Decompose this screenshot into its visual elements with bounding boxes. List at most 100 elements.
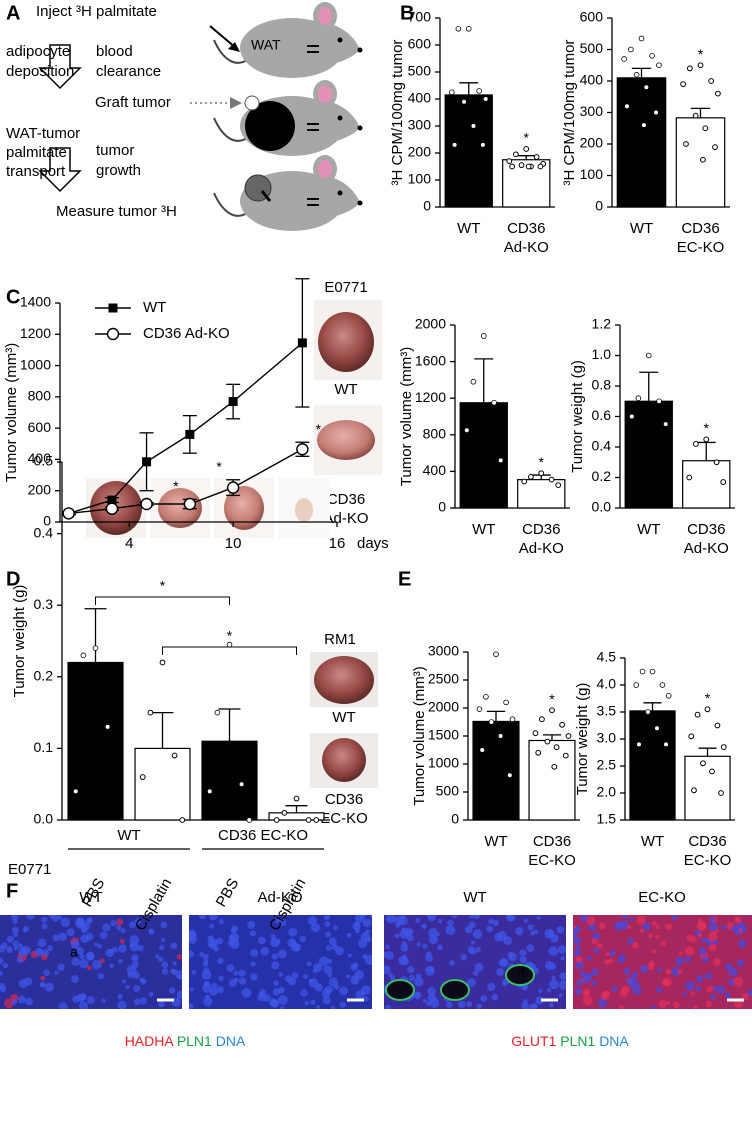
cell: [158, 1000, 165, 1008]
cell: [39, 981, 46, 988]
bar: [444, 94, 493, 208]
cell: [10, 993, 19, 1002]
cell: [172, 961, 177, 966]
cell: [148, 991, 154, 997]
cell: [92, 959, 102, 970]
cell: [70, 939, 80, 949]
cell: [548, 979, 559, 990]
cell: [47, 945, 54, 952]
cell: [427, 986, 436, 996]
cell: [414, 976, 424, 987]
cell: [428, 966, 435, 973]
y-tick-label: 0: [423, 198, 431, 214]
cell: [682, 991, 687, 996]
cell: [299, 935, 307, 943]
cell: [250, 973, 258, 981]
cell: [233, 970, 239, 976]
cell: [272, 988, 281, 996]
data-point: [694, 711, 701, 718]
cell: [133, 985, 141, 993]
data-point: [718, 790, 724, 796]
data-point: [709, 768, 715, 775]
cell: [415, 917, 421, 923]
cell: [300, 989, 308, 997]
cell: [170, 968, 176, 974]
y-axis-label: ³H CPM/100mg tumor: [561, 40, 578, 186]
cell: [347, 953, 353, 958]
cell: [12, 918, 18, 924]
cell: [558, 945, 566, 954]
panel-label: C: [6, 286, 20, 308]
cell: [339, 986, 349, 996]
data-point: [656, 62, 662, 69]
cell: [472, 929, 483, 939]
cell: [339, 1001, 346, 1008]
data-point: [551, 763, 558, 770]
cell: [78, 1001, 89, 1009]
cell: [14, 945, 19, 951]
y-tick-label: 0.2: [592, 468, 612, 484]
cell: [291, 972, 299, 979]
cell: [536, 915, 541, 921]
legend-label: WT: [143, 299, 166, 316]
cell: [12, 940, 20, 947]
adipocyte: [385, 979, 415, 1001]
cell: [623, 967, 631, 975]
cell: [118, 944, 127, 953]
cell: [333, 925, 338, 930]
cell: [134, 918, 141, 925]
data-point: [506, 772, 513, 778]
cell: [58, 1002, 68, 1009]
data-point: [686, 474, 693, 481]
cell: [605, 951, 610, 956]
panel-label: A: [6, 2, 20, 24]
data-point: [206, 788, 213, 795]
mouse: [213, 80, 363, 156]
cell: [416, 942, 421, 947]
bar: [629, 710, 676, 821]
cell: [162, 968, 169, 975]
data-point: [147, 709, 154, 716]
data-point: [512, 151, 519, 158]
data-point: [226, 481, 240, 494]
cell: [44, 982, 54, 992]
cell: [189, 987, 194, 992]
text-line: EC-KO: [320, 810, 368, 827]
diagram-text: adipocyte: [6, 43, 70, 60]
cell: [497, 931, 508, 941]
cell: [697, 932, 702, 938]
cell: [229, 939, 240, 950]
cell: [616, 920, 624, 928]
cell: [199, 952, 204, 957]
cell: [584, 991, 589, 996]
cell: [415, 973, 422, 979]
data-point: [680, 81, 686, 88]
text-line: Ad-KO: [504, 239, 549, 256]
cell: [445, 925, 456, 936]
cell: [468, 921, 476, 929]
data-point: [700, 760, 706, 767]
cell: [52, 934, 60, 942]
text-line: CD36: [688, 833, 726, 850]
data-point: [297, 338, 307, 348]
bar: [616, 77, 667, 208]
cell: [23, 925, 30, 932]
cell: [631, 971, 638, 979]
cell: [203, 959, 209, 964]
data-point: [663, 741, 669, 748]
cell: [129, 942, 135, 948]
stain: DNA: [599, 1033, 629, 1049]
data-point: [482, 96, 489, 102]
cell: [304, 1001, 310, 1006]
stain: DNA: [216, 1033, 246, 1049]
cell: [581, 973, 592, 984]
cell: [0, 957, 4, 965]
cell: [160, 921, 168, 929]
cell: [611, 985, 618, 992]
panel-label: D: [6, 568, 20, 590]
cell: [476, 1003, 483, 1009]
cell: [591, 968, 599, 977]
cell: [677, 968, 683, 975]
stain: PLN1: [177, 1033, 212, 1049]
cell: [271, 961, 280, 970]
